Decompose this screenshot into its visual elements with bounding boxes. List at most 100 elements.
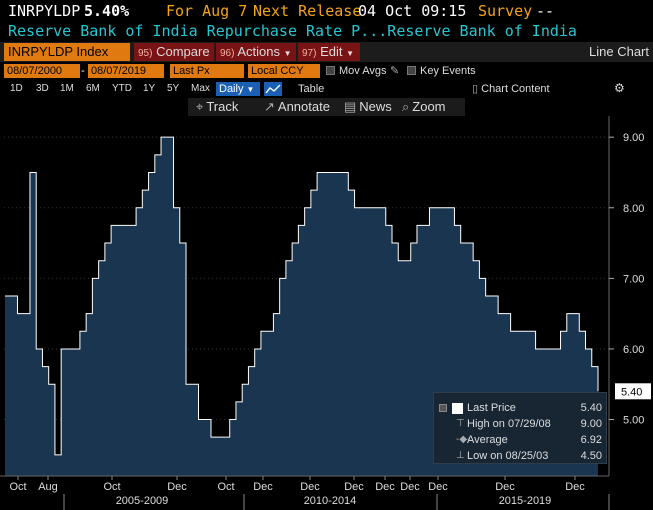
chart-type-label[interactable]: Line Chart [589,44,649,59]
compare-shortcut: 95) [138,48,153,59]
compare-label: Compare [156,44,210,59]
edit-shortcut: 97) [302,48,317,59]
ticker-for-date: For Aug 7 [166,2,248,20]
next-release-label: Next Release [253,2,362,20]
track-label: Track [206,99,239,114]
annotate-label: Annotate [277,99,330,114]
edit-button[interactable]: 97) Edit ▼ [298,43,360,61]
y-tick-label: 8.00 [623,203,644,215]
actions-label: Actions [237,44,280,59]
x-tick-label: Aug [38,481,58,493]
annotate-icon: ↗ [264,99,275,114]
period-3d[interactable]: 3D [36,83,49,94]
frequency-label: Daily [219,83,244,95]
x-tick-label: Oct [217,481,234,493]
period-1d[interactable]: 1D [10,83,23,94]
legend-label: Average [467,434,508,446]
compare-button[interactable]: 95) Compare [134,43,214,61]
news-icon: ▤ [344,99,357,114]
chevron-down-icon: ▼ [283,49,292,58]
legend-value: 4.50 [580,450,602,462]
series-area [5,137,598,477]
ticker-price: 5.40% [84,2,130,20]
legend-value: 5.40 [580,402,602,414]
key-events-label: Key Events [420,65,476,77]
zoom-button[interactable]: ⌕ Zoom [402,99,446,115]
legend-value: 9.00 [580,418,602,430]
x-tick-label: Dec [565,481,585,493]
period-max[interactable]: Max [191,83,210,94]
average-marker-icon: -◆- [456,434,471,445]
magnifier-icon: ⌕ [402,99,410,114]
field-selector[interactable]: Last Px [170,64,244,78]
y-tick-label: 7.00 [623,273,644,285]
next-release-value: 04 Oct 09:15 [358,2,467,20]
mov-avgs-checkbox[interactable] [326,66,335,75]
series-line [5,136,599,456]
y-tick-label: 6.00 [623,344,644,356]
chart-content-icon: ▯ [472,83,479,95]
line-chart-icon[interactable] [264,82,282,96]
chart-content-label: Chart Content [481,83,550,95]
x-tick-label: Dec [167,481,187,493]
key-events-checkbox[interactable] [407,66,416,75]
date-separator: - [81,65,85,77]
pencil-icon[interactable]: ✎ [390,65,400,77]
x-tick-label: Dec [375,481,395,493]
chevron-down-icon: ▼ [346,49,355,58]
x-tick-label: Dec [344,481,364,493]
y-tick-label: 9.00 [623,132,644,144]
period-1y[interactable]: 1Y [143,83,156,94]
current-value-label: 5.40 [621,386,642,398]
end-date-field[interactable]: 08/07/2019 [88,64,164,78]
chart-content-button[interactable]: ▯ Chart Content [472,82,550,96]
low-marker-icon: ⊥ [456,450,465,461]
frequency-selector[interactable]: Daily ▼ [216,82,260,96]
ticker-bar: INRPYLDP 5.40% For Aug 7 Next Release 04… [0,0,653,22]
period-ytd[interactable]: YTD [112,83,132,94]
annotate-button[interactable]: ↗ Annotate [264,99,330,115]
legend-row-high: ⊤ High on 07/29/08 9.00 [434,417,608,431]
legend-label: High on 07/29/08 [467,418,551,430]
x-tick-label: Dec [400,481,420,493]
security-description: Reserve Bank of India Repurchase Rate P.… [8,22,577,40]
series-swatch [452,403,463,414]
track-button[interactable]: ⌖ Track [196,99,238,115]
chart-toolbar: INRPYLDP Index 95) Compare 96) Actions ▼… [0,42,653,62]
legend-row-last-price[interactable]: Last Price 5.40 [434,401,608,415]
ticker-symbol: INRPYLDP [8,2,81,20]
edit-label: Edit [320,44,343,59]
actions-shortcut: 96) [220,48,235,59]
chevron-down-icon: ▼ [246,85,255,94]
chart-legend: Last Price 5.40 ⊤ High on 07/29/08 9.00 … [433,392,607,464]
security-field[interactable]: INRPYLDP Index [4,43,130,61]
period-5y[interactable]: 5Y [167,83,180,94]
currency-selector[interactable]: Local CCY [248,64,320,78]
legend-checkbox[interactable] [439,404,447,412]
x-tick-label: Oct [103,481,120,493]
x-period-label: 2015-2019 [499,495,552,507]
gear-icon[interactable]: ⚙ [614,81,625,95]
y-tick-label: 5.00 [623,415,644,427]
news-button[interactable]: ▤ News [344,99,392,115]
x-period-label: 2010-2014 [304,495,357,507]
survey-value: -- [536,2,555,20]
x-period-label: 2005-2009 [116,495,169,507]
chart-action-bar: ⌖ Track ↗ Annotate ▤ News ⌕ Zoom [188,98,465,116]
period-1m[interactable]: 1M [60,83,74,94]
start-date-field[interactable]: 08/07/2000 [4,64,80,78]
x-tick-label: Dec [495,481,515,493]
actions-button[interactable]: 96) Actions ▼ [216,43,296,61]
table-view-button[interactable]: Table [298,83,325,95]
period-row: 1D 3D 1M 6M YTD 1Y 5Y Max Daily ▼ Table … [0,80,653,98]
x-tick-label: Dec [428,481,448,493]
legend-value: 6.92 [580,434,602,446]
news-label: News [359,99,392,114]
legend-row-low: ⊥ Low on 08/25/03 4.50 [434,449,608,463]
period-6m[interactable]: 6M [86,83,100,94]
legend-row-average: -◆- Average 6.92 [434,433,608,447]
x-tick-label: Dec [300,481,320,493]
security-description-bar: Reserve Bank of India Repurchase Rate P.… [0,22,653,42]
legend-label: Low on 08/25/03 [467,450,549,462]
